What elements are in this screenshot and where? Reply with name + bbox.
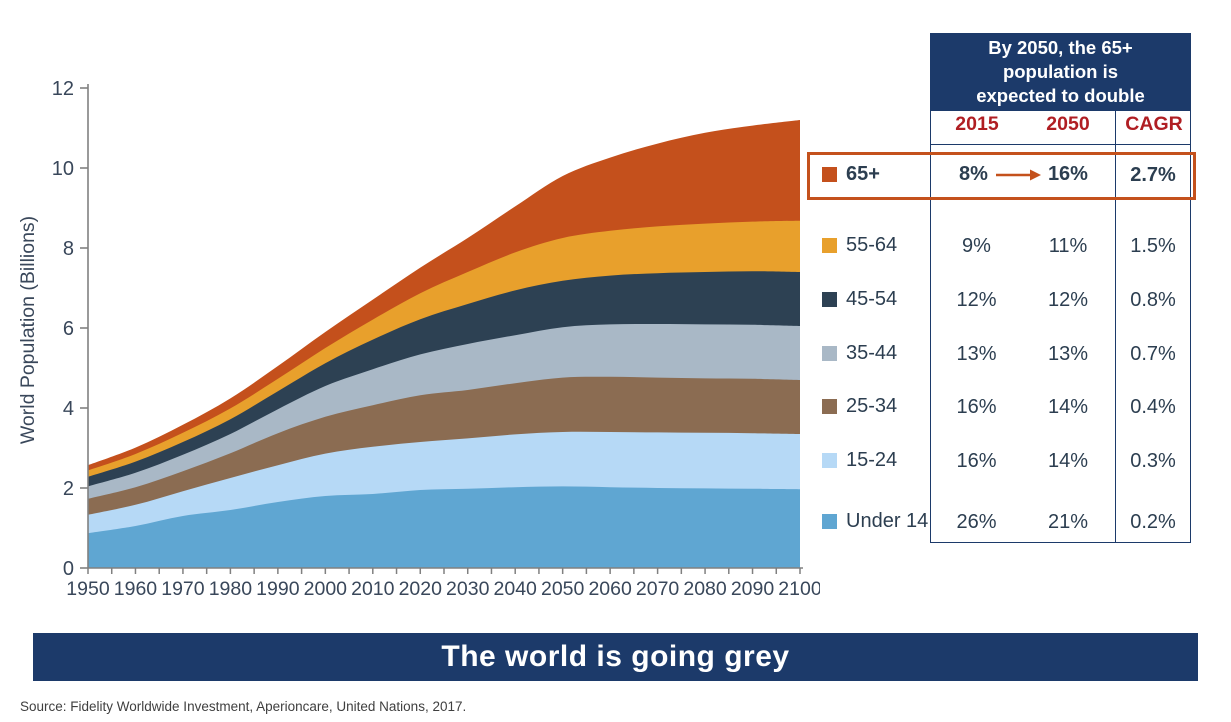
table-row-65plus-values: 8% 16% xyxy=(932,163,1115,186)
x-tick-label: 2000 xyxy=(304,578,348,600)
table-header: By 2050, the 65+ population is expected … xyxy=(930,33,1191,111)
increase-arrow-icon xyxy=(995,169,1041,180)
value-2015: 13% xyxy=(956,343,997,365)
value-2015: 16% xyxy=(956,396,997,418)
x-tick-label: 2010 xyxy=(351,578,395,600)
legend-label: 65+ xyxy=(846,163,880,185)
legend-label: 55-64 xyxy=(846,234,898,256)
legend-item-55-64: 55-64 xyxy=(822,234,897,257)
value-cagr: 0.4% xyxy=(1130,396,1176,418)
legend-item-25-34: 25-34 xyxy=(822,395,897,418)
x-tick-label: 1960 xyxy=(114,578,158,600)
value-2050: 12% xyxy=(1047,289,1089,311)
value-2015: 8% xyxy=(959,163,988,185)
y-tick-label: 4 xyxy=(63,398,74,420)
value-2015: 12% xyxy=(956,289,997,311)
column-header-cagr: CAGR xyxy=(1125,113,1183,135)
value-2050: 14% xyxy=(1047,450,1089,472)
y-tick-label: 8 xyxy=(63,238,74,260)
legend-label: 35-44 xyxy=(846,342,898,364)
y-tick-label: 10 xyxy=(52,158,74,180)
legend-item-15-24: 15-24 xyxy=(822,449,897,472)
legend-swatch-65- xyxy=(822,167,837,182)
column-header-2015: 2015 xyxy=(955,113,999,135)
value-2050: 11% xyxy=(1048,235,1088,257)
legend-swatch-45-54 xyxy=(822,292,837,307)
y-tick-label: 2 xyxy=(63,478,74,500)
population-area-chart: 0 2 4 6 8 10 12 1950 1960 1970 1980 1990 2000 2010 202… xyxy=(17,78,820,600)
value-cagr: 2.7% xyxy=(1130,164,1176,186)
y-axis-title: World Population (Billions) xyxy=(17,216,39,444)
value-cagr: 0.8% xyxy=(1130,289,1176,311)
legend-label: 45-54 xyxy=(846,288,898,310)
x-tick-label: 2090 xyxy=(731,578,775,600)
legend-swatch-under-14 xyxy=(822,514,837,529)
legend-swatch-25-34 xyxy=(822,399,837,414)
x-tick-label: 2040 xyxy=(494,578,538,600)
x-tick-label: 2050 xyxy=(541,578,585,600)
table-column-divider xyxy=(1115,110,1116,543)
x-tick-label: 1950 xyxy=(66,578,110,600)
x-tick-label: 2030 xyxy=(446,578,490,600)
x-tick-label: 1980 xyxy=(209,578,253,600)
legend-label: Under 14 xyxy=(846,510,929,532)
value-2015: 9% xyxy=(962,235,991,257)
y-tick-label: 12 xyxy=(52,78,74,100)
legend-label: 25-34 xyxy=(846,395,898,417)
legend-swatch-35-44 xyxy=(822,346,837,361)
value-cagr: 1.5% xyxy=(1130,235,1176,257)
y-tick-label: 6 xyxy=(63,318,74,340)
value-cagr: 0.7% xyxy=(1130,343,1176,365)
legend-swatch-15-24 xyxy=(822,453,837,468)
value-2015: 26% xyxy=(956,511,997,533)
x-tick-label: 1990 xyxy=(256,578,300,600)
legend-item-65-: 65+ xyxy=(822,163,880,186)
highlight-box-65plus xyxy=(807,152,1196,200)
x-tick-label: 2020 xyxy=(399,578,443,600)
x-tick-label: 2080 xyxy=(683,578,727,600)
value-2050: 13% xyxy=(1047,343,1089,365)
value-2050: 21% xyxy=(1047,511,1089,533)
value-cagr: 0.3% xyxy=(1130,450,1176,472)
x-tick-label: 2100 xyxy=(778,578,820,600)
x-tick-label: 2060 xyxy=(588,578,632,600)
value-2050: 16% xyxy=(1047,163,1088,185)
area-under-14 xyxy=(88,486,800,568)
legend-item-45-54: 45-54 xyxy=(822,288,897,311)
column-header-2050: 2050 xyxy=(1046,113,1090,135)
legend-item-35-44: 35-44 xyxy=(822,342,897,365)
legend-swatch-55-64 xyxy=(822,238,837,253)
value-2015: 16% xyxy=(956,450,997,472)
value-2050: 14% xyxy=(1047,396,1089,418)
table-header-divider xyxy=(930,144,1191,145)
value-cagr: 0.2% xyxy=(1130,511,1176,533)
legend-label: 15-24 xyxy=(846,449,898,471)
x-tick-label: 1970 xyxy=(161,578,205,600)
y-tick-label: 0 xyxy=(63,558,74,580)
slide-title: The world is going grey xyxy=(33,633,1198,681)
x-tick-label: 2070 xyxy=(636,578,680,600)
legend-item-under-14: Under 14 xyxy=(822,510,928,533)
source-note: Source: Fidelity Worldwide Investment, A… xyxy=(20,699,467,714)
